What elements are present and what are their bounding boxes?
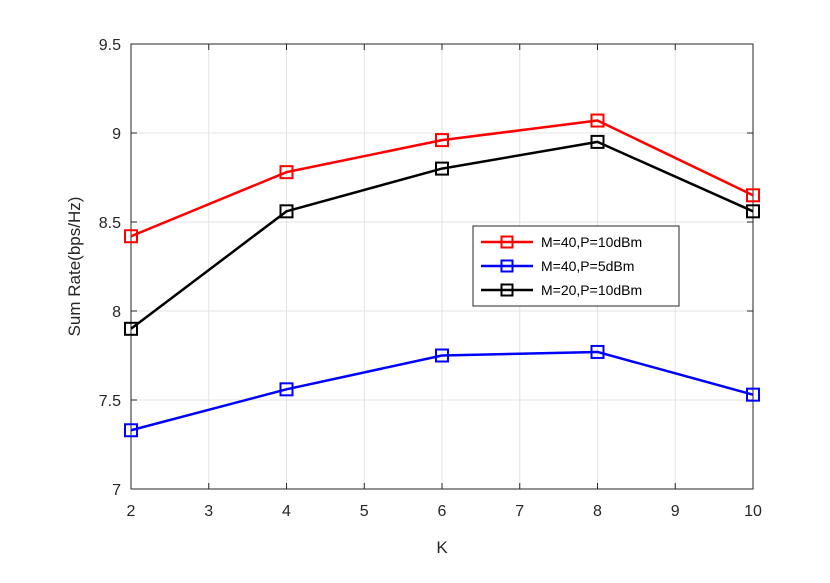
series-line [130,140,754,330]
x-tick-label: 10 [744,503,762,520]
y-tick-label: 9 [112,126,121,143]
x-tick-label: 5 [360,503,369,520]
data-point-marker [590,113,605,128]
data-point-marker [279,204,294,219]
legend-marker [500,283,514,297]
legend-label: M=40,P=5dBm [541,258,634,274]
legend-marker [500,235,514,249]
tick-labels: 2 3 4 5 6 7 8 9 10 7 7.5 8 8.5 9 9.5 [99,37,762,520]
x-tick-label: 8 [593,503,602,520]
x-tick-label: 4 [282,503,291,520]
series-0 [124,113,760,244]
x-tick-label: 9 [671,503,680,520]
legend-item: M=40,P=10dBm [481,234,642,250]
x-tick-label: 6 [438,503,447,520]
x-axis-label: K [436,538,448,557]
series-2 [124,134,760,336]
data-point-marker [746,188,760,203]
y-tick-label: 7 [112,482,121,499]
x-tick-label: 7 [515,503,524,520]
legend-item: M=20,P=10dBm [481,282,642,298]
data-point-marker [746,387,760,402]
data-point-marker [279,382,294,397]
x-tick-label: 2 [127,503,136,520]
data-point-marker [124,423,138,438]
legend-item: M=40,P=5dBm [481,258,634,274]
data-point-marker [279,165,294,180]
legend-box [472,225,680,307]
data-point-marker [435,161,449,176]
data-point-marker [746,204,760,219]
series-1 [124,344,760,438]
legend-label: M=40,P=10dBm [541,234,642,250]
data-point-marker [124,229,138,244]
legend: M=40,P=10dBm M=40,P=5dBm M=20,P=10dBm [472,225,680,307]
y-tick-label: 9.5 [99,37,121,54]
y-tick-label: 8.5 [99,215,121,232]
data-point-marker [435,348,449,363]
y-tick-label: 7.5 [99,393,121,410]
series-group [124,113,760,438]
y-axis-label: Sum Rate(bps/Hz) [65,197,84,337]
y-tick-label: 8 [112,304,121,321]
legend-label: M=20,P=10dBm [541,282,642,298]
series-line [130,350,754,432]
legend-marker [500,259,514,273]
data-point-marker [590,134,605,149]
data-point-marker [590,344,605,359]
series-line [130,119,754,238]
data-point-marker [435,133,449,148]
data-point-marker [124,321,138,336]
x-tick-label: 3 [204,503,213,520]
